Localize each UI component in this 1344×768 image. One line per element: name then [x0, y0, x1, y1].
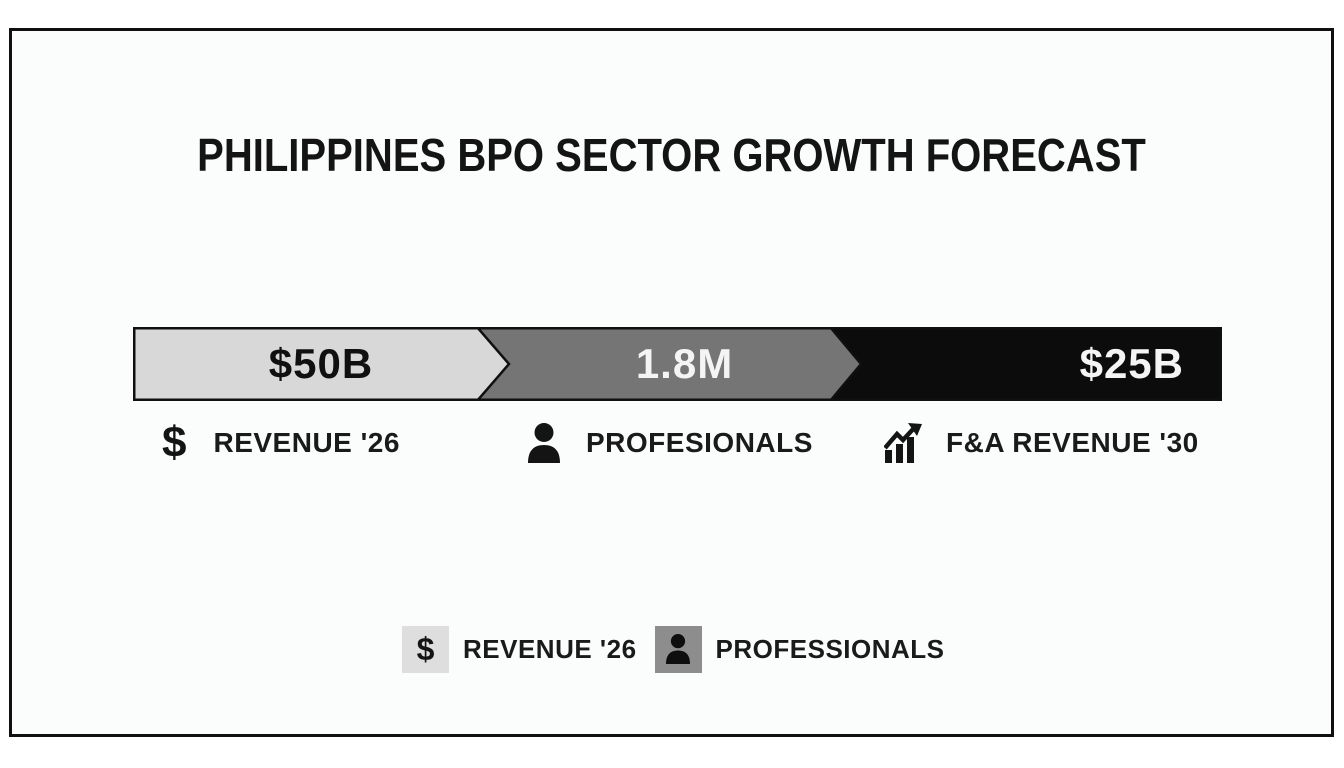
- bar-outline: [133, 327, 1222, 401]
- segment-value-fa-revenue-30: $25B: [1079, 340, 1184, 387]
- legend: $ REVENUE '26 PROFESSIONALS: [402, 624, 945, 674]
- label-professionals-text: PROFESIONALS: [586, 427, 813, 458]
- label-revenue-26-text: REVENUE '26: [213, 427, 400, 458]
- legend-swatch-professionals: [654, 625, 702, 673]
- person-icon: [665, 634, 691, 664]
- label-professionals: PROFESIONALS: [526, 419, 813, 467]
- infographic-frame: PHILIPPINES BPO SECTOR GROWTH FORECAST $…: [9, 28, 1334, 737]
- segment-revenue-26: [133, 327, 511, 401]
- label-fa-revenue-30-text: F&A REVENUE '30: [946, 427, 1199, 458]
- segment-value-professionals: 1.8M: [635, 340, 734, 387]
- legend-swatch-revenue: $: [402, 625, 449, 673]
- dollar-icon: $: [416, 631, 435, 667]
- growth-chart-icon: [884, 423, 926, 463]
- dollar-icon: $: [162, 418, 187, 467]
- segment-fa-revenue-30: [793, 327, 1222, 401]
- legend-label-professionals: PROFESSIONALS: [715, 633, 945, 664]
- label-revenue-26: $ REVENUE '26: [162, 419, 400, 467]
- person-icon: [526, 423, 562, 463]
- process-arrow-bar: [133, 327, 1222, 401]
- label-fa-revenue-30: F&A REVENUE '30: [884, 419, 1199, 467]
- legend-label-revenue-26: REVENUE '26: [463, 633, 637, 664]
- page-title: PHILIPPINES BPO SECTOR GROWTH FORECAST: [197, 129, 1146, 181]
- segment-value-revenue-26: $50B: [268, 340, 374, 387]
